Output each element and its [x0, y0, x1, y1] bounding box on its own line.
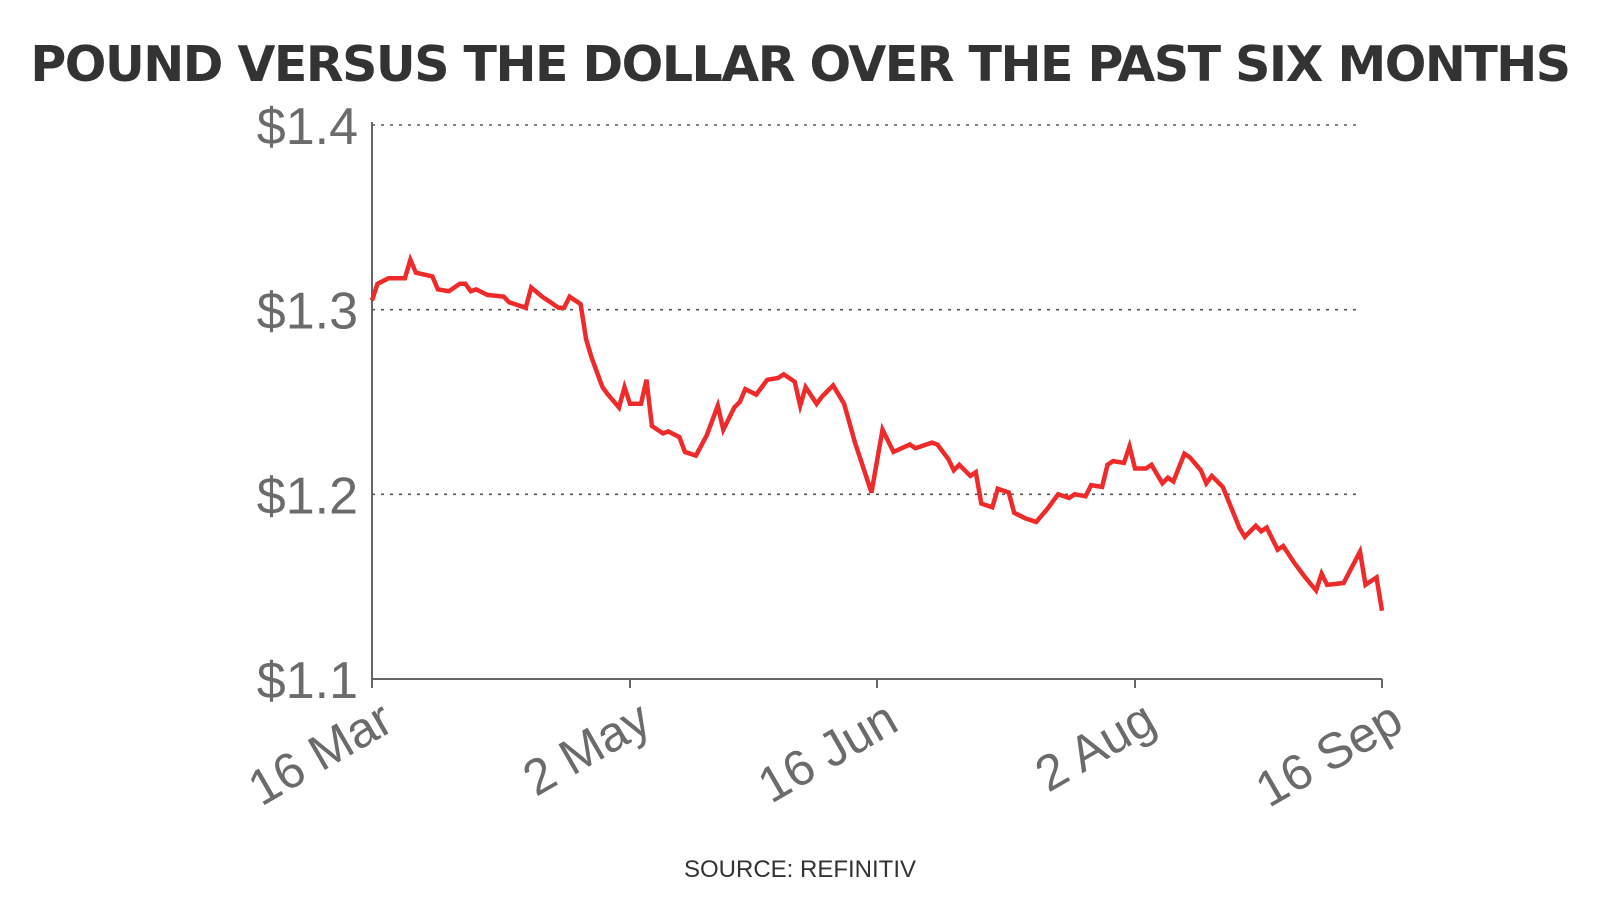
y-tick-label: $1.3	[257, 283, 358, 341]
y-tick-label: $1.1	[257, 652, 358, 710]
x-tick-label: 16 Sep	[1246, 690, 1411, 818]
y-tick-labels: $1.1 $1.2 $1.3 $1.4	[257, 98, 358, 710]
series-line	[369, 253, 1385, 612]
x-tick-label: 16 Jun	[748, 690, 906, 814]
y-tick-label: $1.4	[257, 98, 358, 156]
series-group	[369, 253, 1385, 612]
chart-title: POUND VERSUS THE DOLLAR OVER THE PAST SI…	[30, 36, 1571, 93]
y-tick-label: $1.2	[257, 467, 358, 525]
x-tick-labels: 16 Mar 2 May 16 Jun 2 Aug 16 Sep	[239, 679, 1412, 818]
source-note: SOURCE: REFINITIV	[683, 856, 917, 883]
x-tick-label: 2 Aug	[1026, 690, 1165, 802]
gridlines	[372, 124, 1362, 496]
x-tick-label: 2 May	[514, 690, 660, 807]
